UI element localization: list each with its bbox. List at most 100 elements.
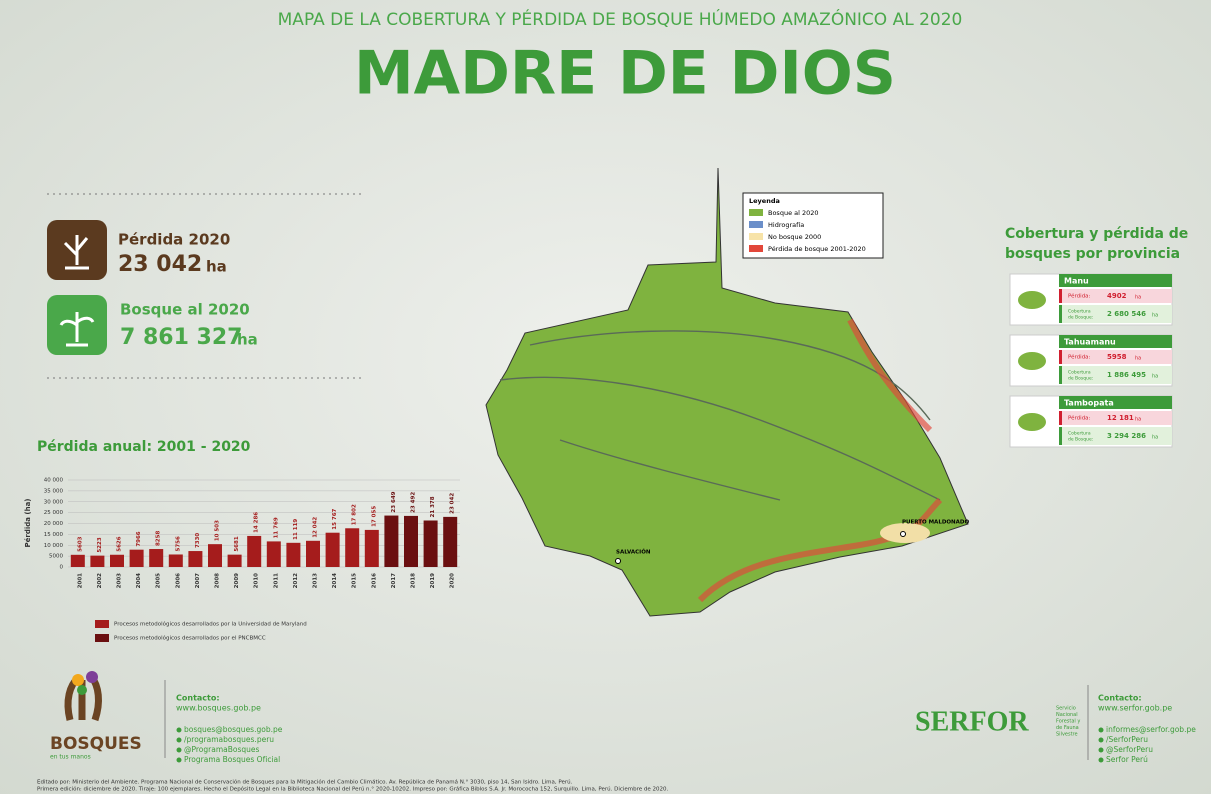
province-shape [1018,413,1046,431]
value-label: 10 503 [215,520,221,541]
cover-marker [1059,305,1062,323]
cover-value: 3 294 286 [1107,432,1146,440]
loss-unit: ha [1135,356,1141,362]
credits: Primera edición: diciembre de 2020. Tira… [37,786,669,793]
y-tick-label: 40 000 [44,478,64,484]
loss-marker [1059,289,1062,303]
y-tick-label: 5000 [49,554,63,560]
y-axis-label: Pérdida (ha) [24,498,32,547]
stat-unit: ha [237,331,258,349]
contact-icon [1099,748,1104,753]
province-name: Tambopata [1064,399,1114,408]
x-tick-label: 2015 [352,573,358,588]
value-label: 17 802 [352,504,358,525]
bar [149,549,163,567]
x-tick-label: 2018 [411,573,417,588]
serfor-name-line: Nacional [1056,712,1078,718]
y-tick-label: 10 000 [44,543,64,549]
y-tick-label: 25 000 [44,510,64,516]
value-label: 23 042 [450,493,456,514]
x-tick-label: 2002 [97,573,103,588]
legend-swatch [749,209,763,216]
serfor-name-line: Forestal y [1056,719,1080,725]
legend-label: Procesos metodológicos desarrollados por… [114,635,266,642]
value-label: 23 649 [391,491,397,512]
x-tick-label: 2017 [391,573,397,588]
value-label: 7966 [136,531,142,546]
serfor-name-line: Silvestre [1056,732,1078,738]
stat-unit: ha [206,258,227,276]
contact-line: Serfor Perú [1106,755,1148,764]
value-label: 17 055 [371,506,377,527]
contact-line: www.serfor.gob.pe [1098,704,1172,713]
contact-line: bosques@bosques.gob.pe [184,725,283,734]
loss-label: Pérdida: [1068,354,1091,361]
value-label: 8258 [156,531,162,546]
legend-swatch [95,620,109,628]
contact-line: @SerforPeru [1106,745,1153,754]
stat-label: Pérdida 2020 [118,231,230,249]
bar [267,541,281,567]
cover-marker [1059,427,1062,445]
x-tick-label: 2003 [117,573,123,588]
provinces-title: Cobertura y pérdida de [1005,226,1188,242]
bar [90,556,104,567]
bar [110,555,124,567]
bar [247,536,261,567]
cover-label: de Bosque: [1068,376,1093,382]
cover-label: Cobertura [1068,370,1091,376]
legend-label: Bosque al 2020 [768,209,819,217]
y-tick-label: 0 [60,565,64,571]
place-label: SALVACIÓN [616,549,651,556]
legend-label: Hidrografía [768,221,804,229]
contact-icon [1099,738,1104,743]
cover-marker [1059,366,1062,384]
x-tick-label: 2019 [430,573,436,588]
contact-line: informes@serfor.gob.pe [1106,725,1196,734]
value-label: 5756 [175,536,181,551]
value-label: 5681 [234,536,240,551]
cover-unit: ha [1152,374,1158,380]
loss-label: Pérdida: [1068,293,1091,300]
value-label: 5603 [77,536,83,551]
legend-swatch [749,233,763,240]
loss-marker [1059,350,1062,364]
contact-title: Contacto: [1098,694,1142,703]
contact-icon [177,738,182,743]
chart-title: Pérdida anual: 2001 - 2020 [37,439,251,455]
loss-unit: ha [1135,295,1141,301]
x-tick-label: 2007 [195,573,201,588]
subtitle: MAPA DE LA COBERTURA Y PÉRDIDA DE BOSQUE… [278,8,963,30]
x-tick-label: 2011 [273,573,279,588]
x-tick-label: 2010 [254,573,260,588]
provinces-title: bosques por provincia [1005,246,1180,262]
bar [404,516,418,567]
y-tick-label: 35 000 [44,488,64,494]
value-label: 5626 [117,536,123,551]
province-shape [1018,352,1046,370]
value-label: 14 286 [254,512,260,533]
y-tick-label: 30 000 [44,499,64,505]
bar [326,533,340,567]
contact-line: Programa Bosques Oficial [184,755,280,764]
cover-label: Cobertura [1068,309,1091,315]
place-label: PUERTO MALDONADO [902,520,969,526]
legend-swatch [749,221,763,228]
logo-tagline: en tus manos [50,754,91,761]
bar [208,544,222,567]
cover-label: Cobertura [1068,431,1091,437]
value-label: 12 042 [313,517,319,538]
x-tick-label: 2006 [175,573,181,588]
bar [71,555,85,567]
loss-unit: ha [1135,417,1141,423]
y-tick-label: 20 000 [44,521,64,527]
bar [345,528,359,567]
contact-icon [1099,728,1104,733]
province-name: Manu [1064,277,1089,286]
serfor-logo: SERFOR [915,706,1029,737]
x-tick-label: 2013 [313,573,319,588]
value-label: 5223 [97,537,103,552]
cover-unit: ha [1152,313,1158,319]
loss-marker [1059,411,1062,425]
